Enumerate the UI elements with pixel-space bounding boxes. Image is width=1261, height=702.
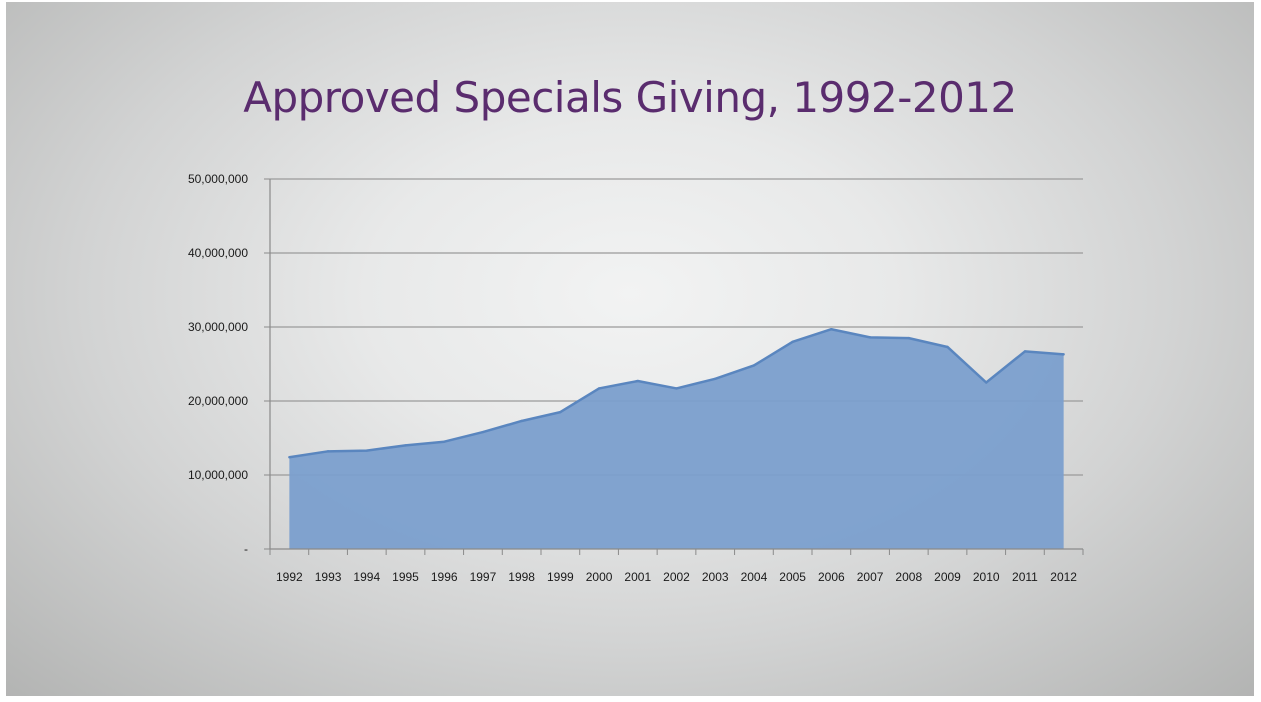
x-tick-label: 2011: [1012, 570, 1038, 584]
data-point-1993: [326, 450, 330, 453]
x-axis-tick-labels: 1992 1993 1994 1995 1996 1997 1998 1999 2000 2001…: [276, 570, 1077, 584]
x-tick-label: 2002: [663, 570, 690, 584]
slide-background: Approved Specials Giving, 1992-2012: [6, 2, 1254, 696]
data-point-1994: [365, 449, 368, 452]
x-tick-label: 2004: [741, 570, 768, 584]
data-point-2010: [985, 381, 988, 384]
y-tick-label: 40,000,000: [188, 246, 248, 260]
data-point-2009: [946, 345, 949, 349]
y-tick-label: 50,000,000: [188, 172, 248, 186]
x-tick-label: 2009: [934, 570, 961, 584]
y-tick-label: -: [244, 542, 248, 556]
x-tick-label: 1993: [315, 570, 342, 584]
x-tick-label: 1999: [547, 570, 574, 584]
x-tick-label: 1992: [276, 570, 303, 584]
data-point-2007: [868, 336, 872, 339]
y-tick-label: 30,000,000: [188, 320, 248, 334]
data-point-2011: [1023, 350, 1027, 353]
y-tick-label: 10,000,000: [188, 468, 248, 482]
data-point-2002: [675, 387, 678, 390]
y-axis-tick-labels: - 10,000,000 20,000,000 30,000,000 40,000,00…: [188, 172, 248, 556]
chart-title: Approved Specials Giving, 1992-2012: [243, 73, 1017, 122]
data-point-2012: [1062, 353, 1065, 356]
x-tick-label: 2000: [586, 570, 613, 584]
data-point-2004: [752, 364, 756, 367]
data-point-1999: [559, 410, 562, 414]
x-tick-label: 2012: [1050, 570, 1077, 584]
x-tick-label: 1997: [470, 570, 497, 584]
x-tick-label: 1998: [508, 570, 535, 584]
data-point-1996: [443, 440, 446, 443]
data-point-1992: [288, 456, 291, 459]
data-point-2005: [791, 340, 794, 343]
x-tick-label: 2001: [624, 570, 651, 584]
data-point-2008: [907, 336, 910, 340]
x-tick-label: 2007: [857, 570, 884, 584]
x-tick-label: 1996: [431, 570, 458, 584]
series-area: [289, 329, 1064, 549]
data-point-1997: [481, 430, 485, 434]
x-tick-label: 1995: [392, 570, 419, 584]
x-tick-label: 2003: [702, 570, 729, 584]
data-point-2003: [714, 377, 717, 380]
data-point-2006: [830, 328, 833, 331]
data-point-2000: [597, 387, 601, 390]
data-point-1998: [520, 419, 523, 423]
axes: [264, 178, 1084, 555]
data-point-2001: [636, 379, 639, 383]
x-tick-label: 2008: [895, 570, 922, 584]
x-tick-label: 2006: [818, 570, 845, 584]
y-tick-label: 20,000,000: [188, 394, 248, 408]
x-tick-label: 1994: [353, 570, 380, 584]
x-tick-label: 2010: [973, 570, 1000, 584]
data-point-1995: [404, 444, 407, 447]
plot-area: [288, 327, 1065, 549]
x-tick-label: 2005: [779, 570, 806, 584]
